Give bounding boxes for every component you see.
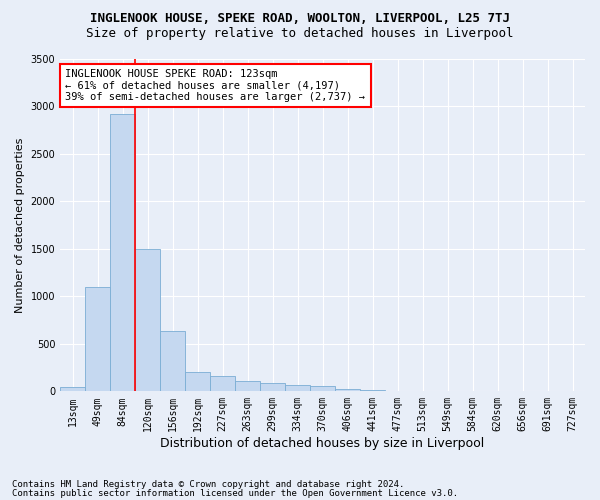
Text: INGLENOOK HOUSE, SPEKE ROAD, WOOLTON, LIVERPOOL, L25 7TJ: INGLENOOK HOUSE, SPEKE ROAD, WOOLTON, LI…: [90, 12, 510, 26]
Text: INGLENOOK HOUSE SPEKE ROAD: 123sqm
← 61% of detached houses are smaller (4,197)
: INGLENOOK HOUSE SPEKE ROAD: 123sqm ← 61%…: [65, 69, 365, 102]
Bar: [160, 330, 185, 392]
Bar: [360, 390, 385, 392]
Bar: [110, 114, 135, 392]
Bar: [285, 384, 310, 392]
Y-axis label: Number of detached properties: Number of detached properties: [15, 138, 25, 313]
Bar: [235, 381, 260, 392]
Bar: [60, 386, 85, 392]
Text: Contains public sector information licensed under the Open Government Licence v3: Contains public sector information licen…: [12, 488, 458, 498]
Bar: [210, 376, 235, 392]
Bar: [135, 249, 160, 392]
Bar: [310, 386, 335, 392]
Bar: [185, 372, 210, 392]
Bar: [85, 287, 110, 392]
Text: Contains HM Land Registry data © Crown copyright and database right 2024.: Contains HM Land Registry data © Crown c…: [12, 480, 404, 489]
Text: Size of property relative to detached houses in Liverpool: Size of property relative to detached ho…: [86, 28, 514, 40]
Bar: [260, 383, 285, 392]
Bar: [335, 390, 360, 392]
X-axis label: Distribution of detached houses by size in Liverpool: Distribution of detached houses by size …: [160, 437, 485, 450]
